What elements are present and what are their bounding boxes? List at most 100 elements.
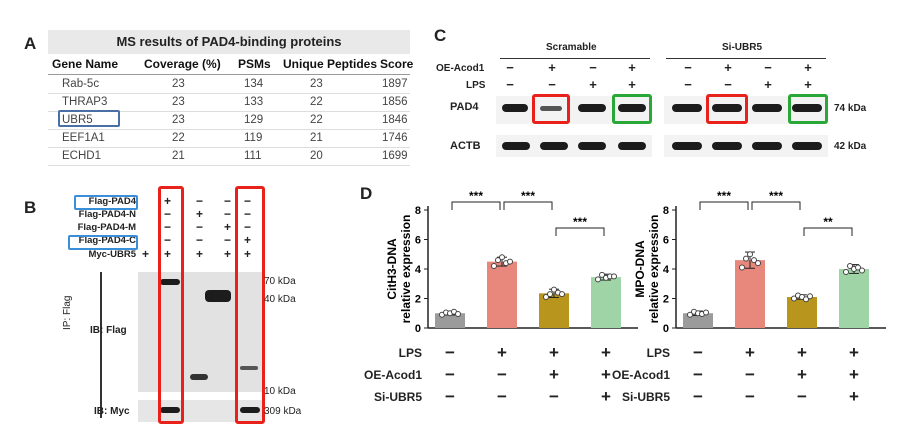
data-point	[499, 254, 505, 261]
group-scramable-label: Scramable	[546, 42, 597, 53]
y-axis-label: MPO-DNArelative expression	[633, 215, 661, 324]
ms-table-cell: 1897	[382, 78, 408, 90]
data-point	[687, 311, 693, 318]
y-tick-label: 4	[415, 264, 422, 276]
pad4-band	[502, 104, 528, 112]
ip-flag-label: IP: Flag	[62, 295, 73, 330]
treatment-sign: +	[849, 365, 859, 384]
ib-myc-label: IB: Myc	[94, 406, 130, 417]
condition-sign: +	[196, 207, 204, 221]
condition-label: Flag-PAD4-C	[78, 235, 136, 246]
lps-row-label: LPS	[466, 80, 486, 91]
data-point	[495, 257, 501, 264]
bar	[735, 260, 765, 328]
condition-label: Flag-PAD4-M	[77, 222, 136, 233]
data-point	[843, 268, 849, 275]
lps-sign: −	[548, 77, 556, 92]
myc-sign: +	[244, 247, 252, 261]
data-point	[543, 294, 549, 301]
marker-70kda: 70 kDa	[264, 276, 296, 287]
flag-pad4-blue-box	[74, 195, 138, 210]
oe-acod1-sign: +	[724, 60, 732, 75]
condition-sign: −	[164, 220, 172, 234]
col-score: Score	[380, 57, 414, 71]
actb-strip-scramable	[496, 135, 652, 157]
data-point	[751, 257, 757, 264]
ms-table-cell: 23	[172, 114, 185, 126]
data-point	[747, 251, 753, 258]
treatment-sign: −	[445, 387, 455, 406]
y-tick-label: 0	[415, 323, 421, 335]
condition-sign: −	[196, 220, 204, 234]
y-tick-label: 6	[663, 235, 669, 247]
red-lane-box	[158, 186, 184, 424]
treatment-sign: +	[797, 365, 807, 384]
ib-flag-label: IB: Flag	[90, 325, 127, 336]
ms-table-cell: 22	[172, 132, 185, 144]
actb-band	[792, 142, 822, 150]
data-point	[859, 267, 865, 274]
treatment-sign: −	[549, 387, 559, 406]
treatment-sign: −	[693, 365, 703, 384]
oe-acod1-sign: +	[804, 60, 812, 75]
ms-table-cell: 1746	[382, 132, 408, 144]
group-siubr5-label: Si-UBR5	[722, 42, 763, 53]
ib-flag-band	[160, 279, 180, 285]
actb-band	[618, 142, 646, 150]
ms-table-cell: 21	[172, 150, 185, 162]
myc-sign: +	[142, 247, 150, 261]
data-point	[703, 309, 709, 316]
significance-bracket	[451, 201, 501, 210]
actb-band	[502, 142, 530, 150]
condition-label: Flag-PAD4-N	[78, 209, 136, 220]
ms-table-cell: UBR5	[62, 114, 93, 126]
actb-band	[540, 142, 568, 150]
y-tick-label: 8	[415, 205, 421, 217]
significance-stars: ***	[469, 190, 483, 203]
lps-treatment-label: LPS	[398, 346, 422, 360]
ms-table-cell: 23	[310, 78, 323, 90]
condition-sign: +	[164, 194, 172, 208]
data-point	[455, 310, 461, 317]
treatment-sign: +	[745, 343, 755, 362]
ms-table-cell: 22	[310, 114, 323, 126]
treatment-sign: −	[445, 343, 455, 362]
ms-table-cell: 1846	[382, 114, 408, 126]
actb-blot-label: ACTB	[450, 140, 481, 152]
myc-ubr5-label: Myc-UBR5	[88, 249, 136, 260]
marker-309kda: 309 kDa	[264, 406, 302, 417]
myc-sign: +	[224, 247, 232, 261]
myc-sign: +	[196, 247, 204, 261]
ib-flag-band	[205, 290, 231, 302]
ms-table-row: EEF1A1 22 119 21 1746	[48, 129, 410, 148]
significance-stars: ***	[521, 190, 535, 203]
data-point	[739, 264, 745, 271]
treatment-sign: +	[601, 365, 611, 384]
y-tick-label: 6	[415, 235, 421, 247]
condition-sign: −	[244, 220, 252, 234]
red-highlight-box	[532, 94, 570, 124]
pad4-band	[712, 104, 742, 112]
group-siubr5-line	[666, 58, 826, 59]
si-ubr5-treatment-label: Si-UBR5	[373, 390, 422, 404]
pad4-band	[672, 104, 702, 112]
col-coverage: Coverage (%)	[144, 57, 221, 71]
significance-stars: ***	[573, 215, 587, 229]
ms-table-cell: 129	[244, 114, 264, 126]
significance-stars: ***	[769, 190, 783, 203]
red-highlight-box	[706, 94, 748, 124]
oe-acod1-treatment-label: OE-Acod1	[363, 368, 422, 382]
data-point	[491, 263, 497, 270]
actb-strip-siubr5	[664, 135, 828, 157]
actb-band	[672, 142, 702, 150]
oe-acod1-sign: −	[589, 60, 597, 75]
data-point	[611, 273, 617, 280]
treatment-sign: +	[601, 387, 611, 406]
ib-myc-band	[240, 407, 260, 413]
ms-table-cell: 133	[244, 96, 264, 108]
col-psms: PSMs	[238, 57, 271, 71]
oe-acod1-row-label: OE-Acod1	[436, 63, 485, 74]
marker-40kda: 40 kDa	[264, 294, 296, 305]
y-tick-label: 2	[415, 294, 421, 306]
